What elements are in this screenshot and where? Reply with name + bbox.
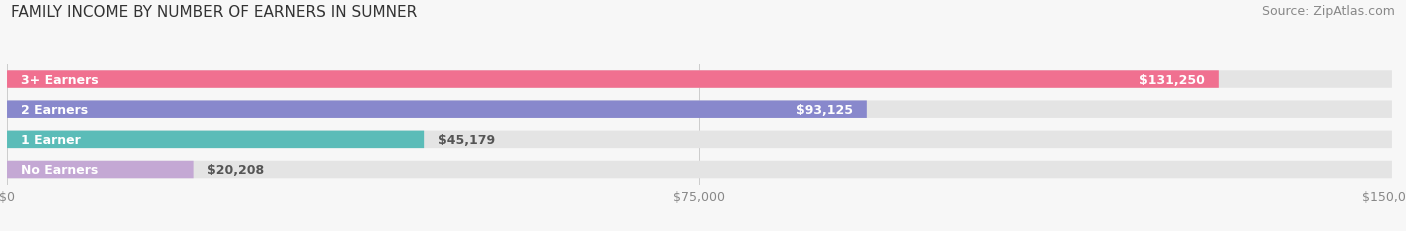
Text: $45,179: $45,179 xyxy=(439,133,495,146)
FancyBboxPatch shape xyxy=(7,71,1219,88)
Text: $131,250: $131,250 xyxy=(1139,73,1205,86)
FancyBboxPatch shape xyxy=(7,131,425,149)
FancyBboxPatch shape xyxy=(7,131,1392,149)
FancyBboxPatch shape xyxy=(7,161,194,179)
Text: $20,208: $20,208 xyxy=(208,163,264,176)
Text: FAMILY INCOME BY NUMBER OF EARNERS IN SUMNER: FAMILY INCOME BY NUMBER OF EARNERS IN SU… xyxy=(11,5,418,20)
Text: Source: ZipAtlas.com: Source: ZipAtlas.com xyxy=(1261,5,1395,18)
Text: $93,125: $93,125 xyxy=(796,103,853,116)
Text: 3+ Earners: 3+ Earners xyxy=(21,73,98,86)
FancyBboxPatch shape xyxy=(7,161,1392,179)
FancyBboxPatch shape xyxy=(7,101,1392,119)
FancyBboxPatch shape xyxy=(7,101,868,119)
Text: 1 Earner: 1 Earner xyxy=(21,133,80,146)
Text: No Earners: No Earners xyxy=(21,163,98,176)
FancyBboxPatch shape xyxy=(7,71,1392,88)
Text: 2 Earners: 2 Earners xyxy=(21,103,89,116)
